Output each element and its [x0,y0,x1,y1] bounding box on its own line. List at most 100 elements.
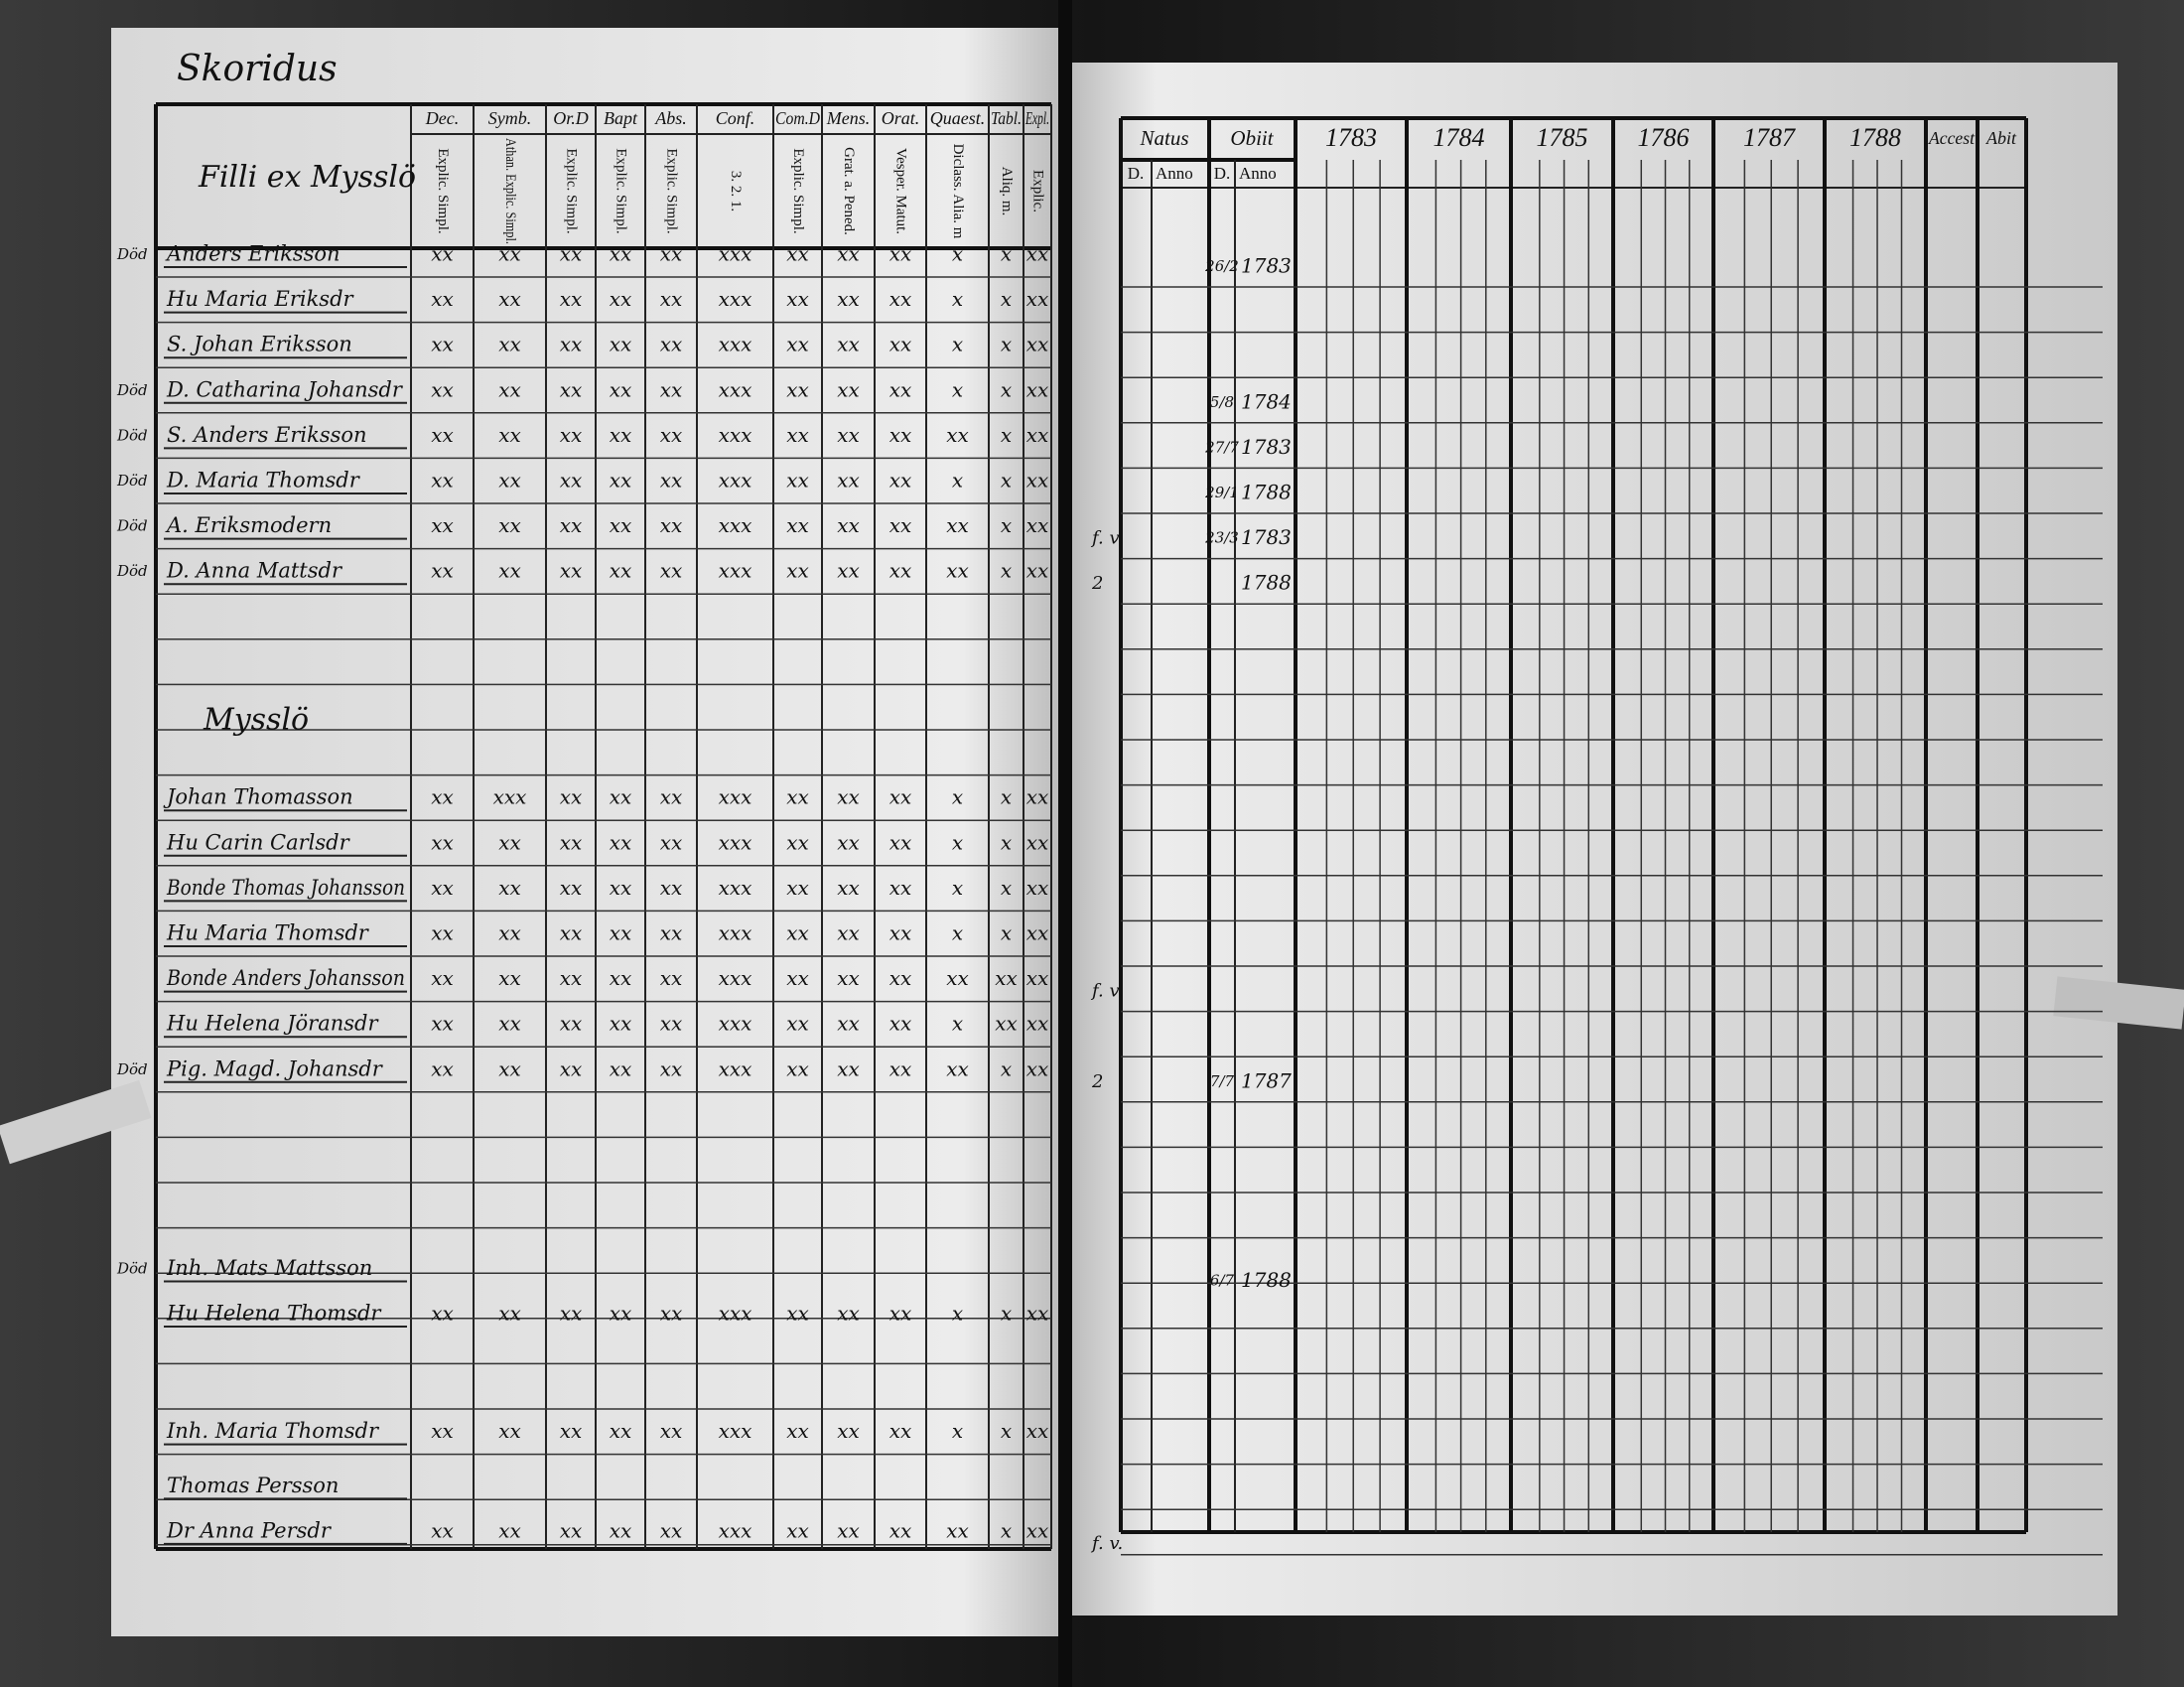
knowledge-mark: xx [610,559,632,583]
knowledge-mark: xx [889,1012,912,1036]
right-page [1072,63,2117,1616]
knowledge-mark: xx [889,242,912,266]
knowledge-mark: xx [498,423,521,447]
page-clip [0,1079,152,1165]
column-header: Abit [1985,128,2017,148]
knowledge-mark: xx [498,1419,521,1443]
death-day: 5/8 [1210,393,1234,411]
knowledge-mark: xx [837,287,860,311]
knowledge-mark: xx [837,242,860,266]
knowledge-mark: xx [889,287,912,311]
knowledge-mark: xx [837,377,860,401]
knowledge-mark: x [1001,785,1012,809]
knowledge-mark: xxx [719,423,752,447]
person-name: D. Maria Thomsdr [166,469,361,492]
row-note: Död [116,517,148,535]
knowledge-mark: xx [889,1518,912,1542]
knowledge-mark: xx [660,1302,683,1326]
person-name: Inh. Maria Thomsdr [166,1419,380,1443]
death-year: 1788 [1241,481,1292,504]
death-year: 1788 [1241,571,1292,595]
column-subheader: Explic. Simpl. [664,148,680,233]
knowledge-mark: xxx [719,1518,752,1542]
knowledge-mark: xx [837,469,860,492]
knowledge-mark: xxx [719,287,752,311]
knowledge-mark: xx [786,876,809,900]
knowledge-mark: xx [1026,423,1049,447]
left-page [111,28,1058,1636]
sub-header: Anno [1156,164,1193,183]
column-header: Com.D [775,108,820,128]
margin-note: f. v. [1090,1533,1123,1554]
knowledge-mark: xx [889,423,912,447]
knowledge-mark: xx [498,921,521,945]
knowledge-mark: xx [498,830,521,854]
death-year: 1788 [1241,1268,1292,1292]
column-subheader: Explic. Simpl. [614,148,629,233]
knowledge-mark: xx [431,513,454,537]
knowledge-mark: xx [498,1302,521,1326]
knowledge-mark: xx [1026,377,1049,401]
knowledge-mark: xx [1026,1518,1049,1542]
knowledge-mark: xx [560,1518,583,1542]
knowledge-mark: x [952,921,963,945]
knowledge-mark: xx [610,876,632,900]
knowledge-mark: x [952,242,963,266]
column-header: Symb. [488,108,532,128]
knowledge-mark: xx [837,1056,860,1080]
knowledge-mark: xxx [719,1302,752,1326]
corner-note: Skoridus [177,49,338,89]
knowledge-mark: xx [560,1419,583,1443]
column-header: Obiit [1230,126,1274,150]
knowledge-mark: xx [786,921,809,945]
knowledge-mark: xx [786,1056,809,1080]
knowledge-mark: x [952,1012,963,1036]
knowledge-mark: xx [498,966,521,990]
person-name: Pig. Magd. Johansdr [166,1056,384,1080]
knowledge-mark: xx [431,469,454,492]
column-subheader: 3. 2. 1. [728,171,744,211]
column-subheader: Diclass. Alia. m [950,144,966,239]
knowledge-mark: xx [1026,785,1049,809]
knowledge-mark: xx [560,876,583,900]
person-name: Bonde Thomas Johansson [166,876,405,900]
knowledge-mark: xx [610,1518,632,1542]
knowledge-mark: xx [660,876,683,900]
sub-header: D. [1128,164,1145,183]
knowledge-mark: xx [946,513,969,537]
knowledge-mark: xx [560,423,583,447]
knowledge-mark: xx [560,1012,583,1036]
knowledge-mark: xx [660,966,683,990]
knowledge-mark: xx [610,1302,632,1326]
knowledge-mark: xx [660,559,683,583]
person-name: A. Eriksmodern [165,513,332,537]
knowledge-mark: xx [498,1012,521,1036]
spine [1058,0,1072,1687]
knowledge-mark: xx [560,830,583,854]
row-note: Död [116,426,148,444]
knowledge-mark: xx [498,287,521,311]
knowledge-mark: xx [431,559,454,583]
knowledge-mark: xx [610,423,632,447]
knowledge-mark: xx [498,876,521,900]
knowledge-mark: xx [889,921,912,945]
margin-note: f. v. [1090,528,1123,549]
knowledge-mark: xx [1026,966,1049,990]
knowledge-mark: xx [610,785,632,809]
death-year: 1787 [1241,1068,1292,1092]
sub-header: Anno [1239,164,1277,183]
knowledge-mark: xx [1026,513,1049,537]
knowledge-mark: x [1001,469,1012,492]
knowledge-mark: xx [786,423,809,447]
knowledge-mark: xx [786,377,809,401]
knowledge-mark: xx [889,1419,912,1443]
knowledge-mark: xx [660,242,683,266]
knowledge-mark: xx [660,830,683,854]
column-subheader: Explic. Simpl. [790,148,806,233]
knowledge-mark: xx [660,1518,683,1542]
knowledge-mark: x [952,333,963,356]
knowledge-mark: xx [431,830,454,854]
knowledge-mark: x [952,469,963,492]
knowledge-mark: x [952,377,963,401]
knowledge-mark: xxx [719,333,752,356]
